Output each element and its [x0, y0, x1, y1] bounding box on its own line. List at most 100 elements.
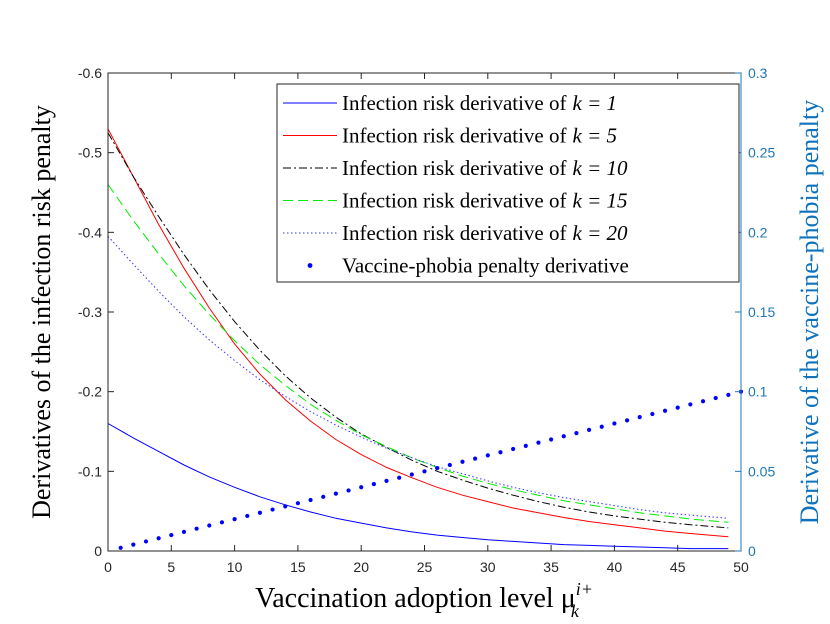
legend-entry-k: k = 5 [573, 124, 618, 148]
y-left-tick-label: -0.4 [78, 224, 102, 240]
x-tick-label: 15 [290, 559, 306, 575]
series-5-point [485, 453, 490, 458]
x-axis-label: Vaccination adoption level μi+ k [255, 579, 593, 621]
series-5-point [536, 440, 541, 445]
legend-entry-label: Infection risk derivative of [342, 91, 567, 115]
series-5-point [523, 443, 528, 448]
x-tick-label: 5 [167, 559, 175, 575]
x-tick-label: 10 [227, 559, 243, 575]
x-tick-label: 30 [480, 559, 496, 575]
legend-entry: Infection risk derivative of k = 10 [342, 156, 628, 180]
legend-entry-k: k = 10 [573, 156, 628, 180]
series-5-point [384, 478, 389, 483]
series-5-point [637, 415, 642, 420]
x-tick-label: 35 [543, 559, 559, 575]
series-5-point [624, 418, 630, 423]
legend-entry-label: Infection risk derivative of [342, 124, 567, 148]
series-5-point [371, 481, 376, 487]
series-5-point [333, 491, 338, 496]
series-5-point [131, 542, 136, 547]
series-5-point [169, 532, 174, 538]
series-5-point [397, 475, 402, 480]
x-tick-label: 25 [417, 559, 433, 575]
series-5-point [346, 488, 351, 493]
series-5-point [245, 513, 250, 519]
series-5-point [435, 466, 440, 471]
series-2-line [107, 132, 729, 529]
y-axis-right-label: Derivative of the vaccine-phobia penalty [795, 100, 824, 524]
series-5-point [498, 450, 503, 455]
y-axis-left-label: Derivatives of the infection risk penalt… [27, 105, 56, 519]
y-right-tick-label: 0.3 [748, 65, 768, 81]
series-5-point [143, 539, 149, 544]
legend-entry: Infection risk derivative of k = 1 [342, 91, 617, 115]
y-left-tick-label: -0.3 [78, 304, 102, 320]
y-left-tick-label: -0.5 [78, 145, 102, 161]
x-axis-label-sup: i+ [576, 579, 593, 599]
series-5-point [586, 427, 592, 433]
series-5-point [688, 402, 693, 407]
series-3-line [107, 184, 729, 523]
series-5-point [219, 520, 225, 525]
series-5-point [460, 459, 465, 464]
legend-entry-k: k = 20 [573, 221, 628, 245]
x-tick-label: 0 [104, 559, 112, 575]
legend-entry-label: Infection risk derivative of [342, 156, 567, 180]
series-5-point [675, 405, 680, 410]
series-5-point [295, 501, 300, 506]
y-right-tick-label: 0.15 [748, 304, 775, 320]
y-right-tick-label: 0 [748, 543, 756, 559]
legend-entry: Infection risk derivative of k = 20 [342, 221, 628, 245]
series-5-point [118, 545, 123, 550]
legend-box [276, 83, 740, 283]
legend-entry-k: k = 15 [573, 189, 628, 213]
series-5-point [612, 421, 617, 426]
series-5-point [511, 446, 516, 452]
axes: 0 5 10 15 20 25 30 35 40 45 500-0.1-0.2-0.3-0.4-0.… [78, 65, 776, 575]
legend-entry: Infection risk derivative of k = 5 [342, 124, 617, 148]
series-5-point [662, 408, 668, 413]
series-1-line [107, 128, 729, 538]
legend-entry-label: Vaccine-phobia penalty derivative [342, 254, 629, 278]
x-axis-label-sub: k [571, 601, 580, 621]
series-5-point [473, 456, 478, 461]
legend-entry: Infection risk derivative of k = 15 [342, 189, 628, 213]
y-right-tick-label: 0.1 [748, 384, 768, 400]
series-5-point [156, 536, 161, 541]
series-5-point [359, 485, 364, 490]
x-axis-label-main: Vaccination adoption level μ [255, 583, 576, 614]
series-5-point [181, 529, 187, 534]
legend-entry-label: Infection risk derivative of [342, 221, 567, 245]
legend-entry: Vaccine-phobia penalty derivative [342, 254, 629, 278]
x-tick-label: 50 [733, 559, 749, 575]
y-right-tick-label: 0.25 [748, 145, 775, 161]
plot-area [107, 128, 744, 550]
series-5-point [321, 494, 326, 499]
y-left-tick-label: -0.2 [78, 384, 102, 400]
x-tick-label: 20 [353, 559, 369, 575]
series-5-point [409, 472, 414, 477]
series-5-point [283, 504, 288, 509]
legend-marker [307, 263, 313, 268]
x-tick-label: 45 [670, 559, 686, 575]
y-left-tick-label: -0.6 [78, 65, 102, 81]
series-5-point [700, 399, 706, 404]
series-5-point [599, 424, 604, 429]
series-5-point [422, 469, 427, 474]
y-left-tick-label: 0 [94, 543, 102, 559]
y-left-tick-label: -0.1 [78, 463, 102, 479]
series-5-point [447, 462, 452, 468]
series-5-point [549, 437, 554, 442]
x-tick-label: 40 [607, 559, 623, 575]
y-right-tick-label: 0.05 [748, 463, 775, 479]
series-5-point [194, 526, 199, 531]
series-5-point [232, 517, 237, 522]
series-5-point [270, 507, 275, 512]
series-5-point [561, 434, 566, 439]
series-5-point [650, 411, 655, 417]
series-5-point [257, 510, 263, 515]
legend: Infection risk derivative of k = 1Infecti… [276, 83, 740, 283]
series-5-point [207, 523, 212, 528]
series-5-point [726, 392, 731, 397]
